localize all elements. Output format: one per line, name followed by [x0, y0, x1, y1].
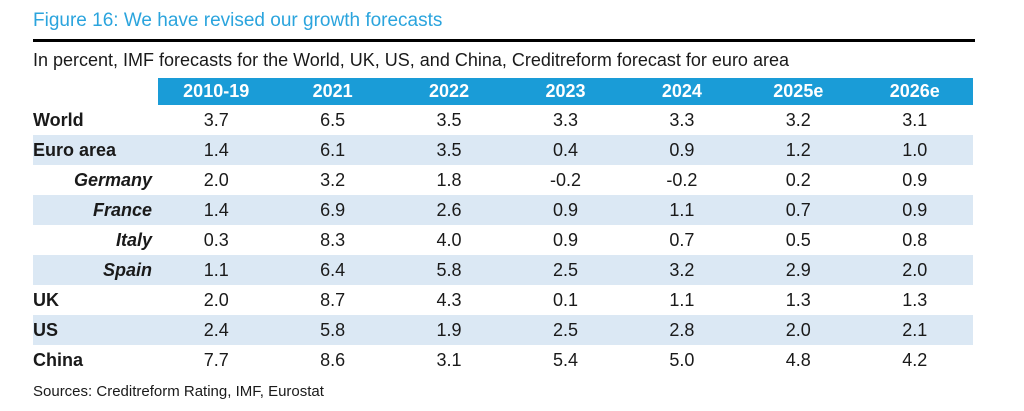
cell-value: 1.2	[785, 139, 811, 160]
row-label: Germany	[73, 169, 152, 190]
cell-value: 2.9	[785, 259, 811, 280]
cell-value: 5.4	[552, 349, 578, 370]
cell-value: 0.1	[552, 289, 578, 310]
row-label: Spain	[102, 259, 152, 280]
cell-value: 0.2	[785, 169, 811, 190]
cell-value: 0.9	[552, 229, 578, 250]
table-row: World 3.7 6.5 3.5 3.3 3.3 3.2 3.1	[33, 105, 973, 135]
cell-value: 0.9	[669, 139, 695, 160]
cell-value: 1.1	[203, 259, 229, 280]
table-row: China 7.7 8.6 3.1 5.4 5.0 4.8 4.2	[33, 345, 973, 375]
cell-value: 2.5	[552, 259, 578, 280]
row-label: UK	[33, 289, 59, 310]
sources-note: Sources: Creditreform Rating, IMF, Euros…	[33, 383, 324, 400]
column-header: 2021	[274, 78, 391, 105]
cell-value: 0.7	[785, 199, 811, 220]
title-divider	[33, 39, 975, 42]
column-header: 2026e	[856, 78, 973, 105]
cell-value: -0.2	[666, 169, 698, 190]
cell-value: 1.1	[669, 199, 695, 220]
cell-value: 0.8	[902, 229, 928, 250]
table-row: France 1.4 6.9 2.6 0.9 1.1 0.7 0.9	[33, 195, 973, 225]
cell-value: 3.2	[785, 109, 811, 130]
cell-value: 8.7	[320, 289, 346, 310]
cell-value: 3.1	[436, 349, 462, 370]
cell-value: 1.3	[785, 289, 811, 310]
cell-value: 2.4	[203, 319, 229, 340]
cell-value: 5.0	[669, 349, 695, 370]
cell-value: 4.2	[902, 349, 928, 370]
cell-value: 4.0	[436, 229, 462, 250]
cell-value: 8.3	[320, 229, 346, 250]
cell-value: 0.4	[552, 139, 578, 160]
cell-value: 7.7	[203, 349, 229, 370]
cell-value: 0.9	[902, 199, 928, 220]
cell-value: 2.1	[902, 319, 928, 340]
cell-value: 1.0	[902, 139, 928, 160]
cell-value: 4.8	[785, 349, 811, 370]
table-header-row: 2010-19 2021 2022 2023 2024 2025e 2026e	[33, 78, 973, 105]
table-row: UK 2.0 8.7 4.3 0.1 1.1 1.3 1.3	[33, 285, 973, 315]
cell-value: 3.7	[203, 109, 229, 130]
cell-value: 1.4	[203, 199, 229, 220]
cell-value: 5.8	[320, 319, 346, 340]
column-header: 2023	[507, 78, 624, 105]
cell-value: 8.6	[320, 349, 346, 370]
cell-value: 2.6	[436, 199, 462, 220]
row-label: World	[33, 109, 84, 130]
table-row: Italy 0.3 8.3 4.0 0.9 0.7 0.5 0.8	[33, 225, 973, 255]
row-label: China	[33, 349, 84, 370]
cell-value: 3.2	[320, 169, 346, 190]
cell-value: 0.9	[902, 169, 928, 190]
cell-value: 6.4	[320, 259, 346, 280]
table-row: Germany 2.0 3.2 1.8 -0.2 -0.2 0.2 0.9	[33, 165, 973, 195]
table-row: Spain 1.1 6.4 5.8 2.5 3.2 2.9 2.0	[33, 255, 973, 285]
cell-value: 0.3	[203, 229, 229, 250]
cell-value: 6.1	[320, 139, 346, 160]
cell-value: 0.5	[785, 229, 811, 250]
cell-value: 3.2	[669, 259, 695, 280]
table-body: World 3.7 6.5 3.5 3.3 3.3 3.2 3.1 Euro area 1.4 6.…	[33, 105, 973, 375]
cell-value: 1.9	[436, 319, 462, 340]
cell-value: 2.0	[203, 289, 229, 310]
cell-value: 3.5	[436, 109, 462, 130]
column-header: 2024	[623, 78, 741, 105]
cell-value: 2.0	[785, 319, 811, 340]
row-label: Euro area	[33, 139, 117, 160]
table-row: Euro area 1.4 6.1 3.5 0.4 0.9 1.2 1.0	[33, 135, 973, 165]
column-header: 2010-19	[158, 78, 275, 105]
growth-forecast-table: 2010-19 2021 2022 2023 2024 2025e 2026e World 3…	[33, 78, 973, 375]
cell-value: 5.8	[436, 259, 462, 280]
cell-value: 3.3	[552, 109, 578, 130]
cell-value: 2.5	[552, 319, 578, 340]
cell-value: 1.4	[203, 139, 229, 160]
cell-value: 2.0	[203, 169, 229, 190]
cell-value: 0.9	[552, 199, 578, 220]
row-label: Italy	[115, 229, 152, 250]
table-row: US 2.4 5.8 1.9 2.5 2.8 2.0 2.1	[33, 315, 973, 345]
cell-value: 1.1	[669, 289, 695, 310]
column-header: 2025e	[740, 78, 857, 105]
cell-value: 6.5	[320, 109, 346, 130]
column-header: 2022	[390, 78, 508, 105]
cell-value: 4.3	[436, 289, 462, 310]
row-label: US	[33, 319, 59, 340]
cell-value: 2.8	[669, 319, 695, 340]
cell-value: 2.0	[902, 259, 928, 280]
cell-value: 1.3	[902, 289, 928, 310]
cell-value: 1.8	[436, 169, 462, 190]
row-label: France	[92, 199, 152, 220]
table-corner-cell	[33, 78, 158, 105]
cell-value: 6.9	[320, 199, 346, 220]
cell-value: 0.7	[669, 229, 695, 250]
cell-value: 3.1	[902, 109, 928, 130]
cell-value: -0.2	[549, 169, 581, 190]
figure-title: Figure 16: We have revised our growth fo…	[33, 10, 443, 31]
cell-value: 3.5	[436, 139, 462, 160]
figure-subtitle: In percent, IMF forecasts for the World,…	[33, 50, 789, 70]
cell-value: 3.3	[669, 109, 695, 130]
